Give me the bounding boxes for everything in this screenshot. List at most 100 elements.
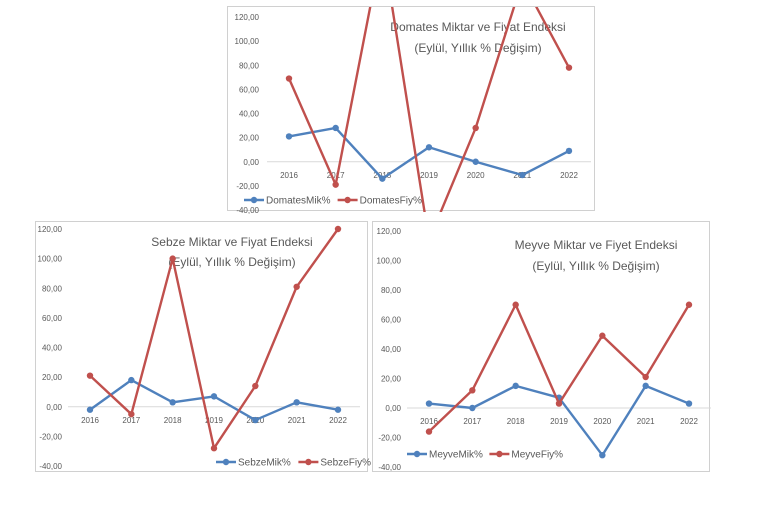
domates-mik-point: [332, 124, 339, 132]
meyve-mik-point: [425, 400, 433, 407]
sebze-fiy-point: [128, 410, 135, 418]
sebze-fiy-point: [293, 283, 300, 290]
sebze-fiy-point: [334, 225, 342, 233]
meyve-mik-point: [599, 452, 606, 459]
domates-x-tick-label: 2016: [280, 171, 298, 180]
domates-fiy-point: [285, 75, 293, 82]
meyve-y-tick-label: 40,00: [381, 345, 402, 354]
sebze-mik-line: [89, 378, 339, 422]
meyve-x-tick-label: 2017: [463, 417, 481, 426]
meyve-fiy-point: [512, 301, 519, 308]
domates-x-tick-label: 2022: [560, 171, 578, 180]
meyve-mik-point: [685, 400, 693, 407]
meyve-legend-mik-marker: [413, 450, 421, 458]
meyve-x-tick-label: 2022: [680, 417, 698, 426]
domates-y-tick-label: -40,00: [236, 206, 259, 215]
meyve-x-tick-label: 2016: [420, 417, 438, 426]
sebze-y-tick-label: 80,00: [42, 284, 63, 293]
domates-y-tick-label: 100,00: [235, 37, 260, 46]
domates-fiy-line: [287, 7, 571, 212]
meyve-y-tick-label: 0,00: [385, 404, 401, 413]
sebze-fiy-point: [210, 445, 218, 452]
domates-y-tick-label: 80,00: [239, 61, 260, 70]
domates-y-tick-label: 0,00: [243, 158, 259, 167]
meyve-fiy-point: [642, 373, 649, 381]
domates-fiy-point: [332, 181, 339, 188]
domates-chart: 120,00 100,00 80,00 60,00 40,00 20,00 0,00 -20,…: [227, 6, 595, 215]
meyve-y-tick-label: -20,00: [378, 434, 401, 443]
domates-mik-point: [519, 171, 526, 179]
sebze-chart-svg: 120,00 100,00 80,00 60,00 40,00 20,00 0,00 -20,…: [38, 225, 372, 471]
sebze-x-tick-label: 2016: [81, 416, 99, 425]
meyve-fiy-line: [428, 303, 691, 433]
sebze-mik-point: [334, 406, 342, 413]
sebze-y-tick-label: -20,00: [39, 432, 62, 441]
meyve-chart-svg: 120,00 100,00 80,00 60,00 40,00 20,00 0,00 -20,…: [377, 227, 711, 472]
sebze-x-tick-label: 2021: [288, 416, 306, 425]
sebze-mik-point: [169, 399, 176, 406]
domates-fiy-point: [472, 124, 479, 132]
sebze-legend-fiy-label: SebzeFiy%: [320, 458, 371, 469]
domates-legend-fiy-label: DomatesFiy%: [360, 196, 422, 207]
meyve-fiy-point: [425, 428, 433, 435]
sebze-y-tick-label: 120,00: [38, 225, 63, 234]
meyve-y-tick-label: 120,00: [377, 227, 402, 236]
meyve-legend-mik-label: MeyveMik%: [429, 450, 483, 461]
sebze-y-tick-label: 40,00: [42, 344, 63, 353]
meyve-x-tick-label: 2021: [637, 417, 655, 426]
sebze-mik-point: [86, 406, 94, 413]
sebze-y-tick-label: 60,00: [42, 314, 63, 323]
meyve-series-group: [425, 301, 693, 459]
meyve-fiy-point: [555, 400, 563, 407]
domates-y-tick-label: 120,00: [235, 13, 260, 22]
sebze-title: Sebze Miktar ve Fiyat Endeksi: [151, 235, 312, 249]
meyve-chart: 120,00 100,00 80,00 60,00 40,00 20,00 0,00 -20,…: [372, 221, 711, 472]
meyve-mik-point: [469, 404, 476, 412]
meyve-y-tick-label: 100,00: [377, 257, 402, 266]
sebze-legend-fiy-marker: [305, 458, 312, 466]
meyve-x-tick-label: 2019: [550, 417, 568, 426]
sebze-y-tick-label: 0,00: [46, 403, 62, 412]
sebze-x-tick-label: 2017: [122, 416, 140, 425]
meyve-x-tick-label: 2018: [507, 417, 525, 426]
domates-legend-mik-label: DomatesMik%: [266, 196, 331, 207]
meyve-legend-fiy-label: MeyveFiy%: [511, 450, 563, 461]
domates-x-tick-label: 2019: [420, 171, 438, 180]
domates-title: Domates Miktar ve Fiyat Endeksi: [390, 20, 565, 34]
meyve-y-tick-label: 60,00: [381, 316, 402, 325]
domates-legend-fiy-marker: [344, 196, 351, 204]
domates-chart-svg: 120,00 100,00 80,00 60,00 40,00 20,00 0,00 -20,…: [235, 7, 591, 215]
sebze-y-tick-label: 100,00: [38, 255, 63, 264]
meyve-y-tick-label: 20,00: [381, 375, 402, 384]
meyve-y-tick-label: 80,00: [381, 286, 402, 295]
domates-fiy-point: [565, 64, 573, 71]
meyve-mik-point: [642, 382, 649, 390]
meyve-x-tick-label: 2020: [593, 417, 611, 426]
domates-mik-point: [425, 144, 433, 151]
sebze-x-tick-label: 2022: [329, 416, 347, 425]
sebze-x-tick-label: 2019: [205, 416, 223, 425]
sebze-mik-point: [252, 416, 259, 424]
sebze-chart: 120,00 100,00 80,00 60,00 40,00 20,00 0,00 -20,…: [35, 221, 372, 472]
meyve-subtitle: (Eylül, Yıllık % Değişim): [532, 259, 659, 273]
domates-y-tick-label: 60,00: [239, 85, 260, 94]
domates-y-tick-label: -20,00: [236, 182, 259, 191]
sebze-subtitle: (Eylül, Yıllık % Değişim): [168, 255, 295, 269]
domates-legend-mik-marker: [250, 196, 258, 204]
meyve-mik-point: [512, 382, 519, 390]
domates-subtitle: (Eylül, Yıllık % Değişim): [414, 41, 541, 55]
sebze-mik-point: [210, 393, 218, 400]
sebze-fiy-point: [252, 382, 259, 390]
sebze-series-group: [86, 225, 342, 452]
domates-mik-point: [565, 147, 573, 155]
sebze-x-tick-label: 2018: [164, 416, 182, 425]
domates-y-tick-label: 40,00: [239, 110, 260, 119]
sebze-mik-point: [293, 399, 300, 406]
meyve-fiy-point: [599, 332, 606, 339]
sebze-y-tick-label: -40,00: [39, 462, 62, 471]
domates-mik-point: [285, 133, 293, 140]
sebze-mik-point: [128, 376, 135, 384]
sebze-legend-mik-label: SebzeMik%: [238, 458, 291, 469]
sebze-y-tick-label: 20,00: [42, 373, 63, 382]
domates-mik-point: [472, 158, 479, 165]
